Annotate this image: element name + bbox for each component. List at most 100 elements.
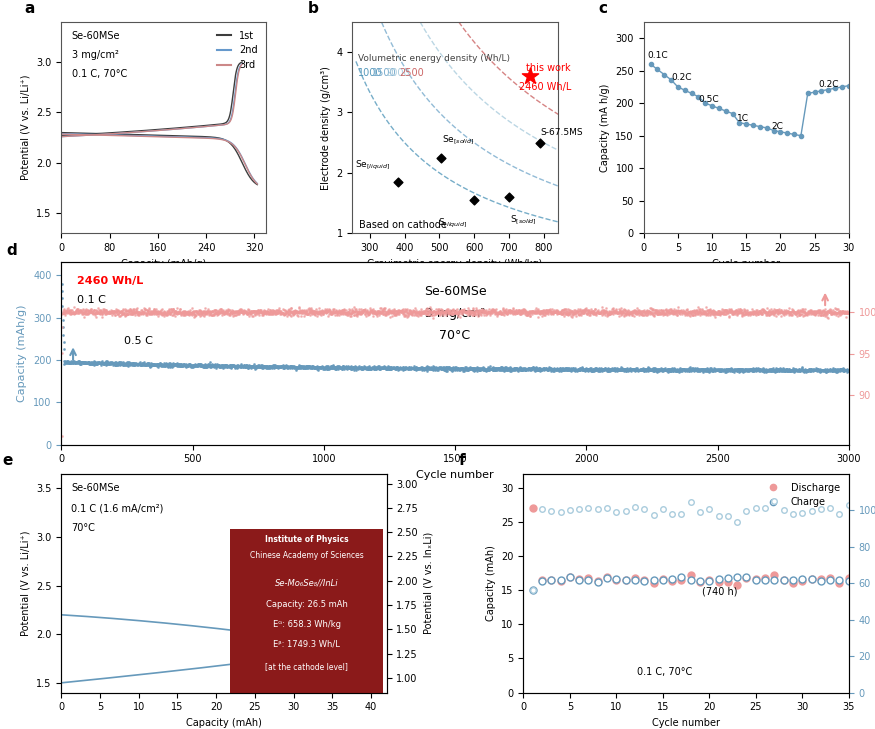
Charge — [648, 576, 659, 585]
Discharge — [806, 575, 816, 584]
Text: (740 h): (740 h) — [703, 586, 738, 596]
Text: 0.1 C, 70°C: 0.1 C, 70°C — [637, 667, 692, 677]
Charge — [639, 577, 649, 585]
Text: 3 mg/cm²: 3 mg/cm² — [72, 50, 118, 60]
Charge — [806, 574, 816, 583]
Text: 0.2C: 0.2C — [671, 74, 691, 82]
Charge — [844, 577, 854, 585]
Charge — [685, 575, 696, 584]
Charge — [676, 573, 687, 582]
Y-axis label: Potential (V vs. InₓLi): Potential (V vs. InₓLi) — [424, 532, 434, 634]
Text: 3 mg/cm²: 3 mg/cm² — [425, 307, 485, 320]
Point — [434, 152, 448, 163]
Charge — [751, 576, 761, 585]
Charge — [779, 576, 789, 585]
Text: Se-60MSe: Se-60MSe — [72, 31, 120, 41]
Charge — [816, 576, 826, 585]
Text: 0.2C: 0.2C — [818, 80, 838, 89]
Point — [467, 194, 481, 206]
Discharge — [695, 577, 705, 586]
Y-axis label: Potential (V vs. Li/Li⁺): Potential (V vs. Li/Li⁺) — [20, 75, 31, 180]
Text: 1000: 1000 — [358, 69, 382, 78]
Discharge — [583, 574, 593, 582]
Discharge — [546, 576, 556, 585]
Charge — [760, 575, 770, 584]
Y-axis label: Capacity (mAh/g): Capacity (mAh/g) — [18, 305, 27, 402]
Text: Based on cathode: Based on cathode — [360, 220, 447, 230]
Y-axis label: Potential (V vs. Li/Li⁺): Potential (V vs. Li/Li⁺) — [20, 531, 31, 636]
Text: Se$_{[solid]}$: Se$_{[solid]}$ — [442, 134, 474, 147]
Discharge — [741, 573, 752, 582]
Charge — [574, 576, 584, 585]
Text: e: e — [3, 453, 13, 468]
Discharge — [564, 573, 575, 582]
Text: 2460 Wh/L: 2460 Wh/L — [77, 276, 144, 286]
Charge — [723, 574, 733, 582]
Discharge — [797, 577, 808, 585]
Discharge — [779, 576, 789, 585]
Charge — [528, 585, 538, 594]
Discharge — [630, 574, 640, 582]
Charge — [825, 575, 836, 584]
Charge — [695, 577, 705, 585]
Discharge — [602, 573, 612, 582]
Text: 2460 Wh/L: 2460 Wh/L — [519, 82, 571, 92]
Discharge — [788, 578, 798, 587]
Discharge — [556, 577, 566, 585]
Legend: 1st, 2nd, 3rd: 1st, 2nd, 3rd — [213, 27, 262, 74]
Text: S-67.5MS: S-67.5MS — [541, 128, 584, 138]
Charge — [602, 574, 612, 583]
Discharge — [620, 576, 631, 585]
Charge — [704, 577, 715, 585]
Charge — [556, 576, 566, 585]
Discharge — [528, 504, 538, 512]
Text: 0.1 C: 0.1 C — [77, 295, 106, 305]
Discharge — [713, 578, 724, 587]
Discharge — [769, 570, 780, 579]
Discharge — [825, 574, 836, 582]
Y-axis label: Capacity (mAh): Capacity (mAh) — [486, 545, 495, 621]
Text: 70°C: 70°C — [439, 329, 471, 342]
Discharge — [704, 576, 715, 585]
Discharge — [760, 574, 770, 582]
Discharge — [732, 580, 742, 589]
Discharge — [611, 576, 621, 585]
Discharge — [723, 577, 733, 586]
Text: f: f — [458, 453, 465, 468]
Y-axis label: Electrode density (g/cm³): Electrode density (g/cm³) — [321, 66, 331, 190]
Text: c: c — [598, 1, 607, 17]
Text: 0.5C: 0.5C — [698, 95, 719, 104]
X-axis label: Cycle number: Cycle number — [652, 718, 720, 728]
Text: 1500: 1500 — [372, 69, 396, 78]
Point — [522, 71, 536, 82]
Charge — [536, 577, 547, 585]
Line: Charge: Charge — [529, 574, 852, 593]
Text: S$_{[solid]}$: S$_{[solid]}$ — [509, 214, 536, 227]
Text: Se$_{[liquid]}$: Se$_{[liquid]}$ — [355, 159, 390, 172]
Text: 70°C: 70°C — [71, 523, 94, 533]
Charge — [741, 573, 752, 582]
Charge — [797, 575, 808, 584]
Discharge — [592, 577, 603, 585]
Text: a: a — [24, 1, 35, 17]
X-axis label: Capacity (mAh): Capacity (mAh) — [186, 718, 262, 728]
Discharge — [685, 571, 696, 580]
X-axis label: Gravimetric energy density (Wh/kg): Gravimetric energy density (Wh/kg) — [368, 259, 542, 268]
Charge — [620, 575, 631, 584]
Text: Volumetric energy density (Wh/L): Volumetric energy density (Wh/L) — [358, 54, 509, 63]
Charge — [732, 573, 742, 582]
Charge — [788, 576, 798, 585]
X-axis label: Capacity (mAh/g): Capacity (mAh/g) — [121, 259, 206, 268]
Discharge — [751, 574, 761, 583]
Charge — [583, 575, 593, 584]
Discharge — [639, 576, 649, 585]
Charge — [769, 576, 780, 585]
Discharge — [676, 575, 687, 584]
Discharge — [667, 577, 677, 585]
X-axis label: Cycle number: Cycle number — [416, 470, 494, 480]
X-axis label: Cycle number: Cycle number — [712, 259, 780, 268]
Text: Se-60MSe: Se-60MSe — [424, 285, 487, 298]
Text: Se-60MSe: Se-60MSe — [71, 483, 120, 494]
Text: 0.1C: 0.1C — [647, 50, 668, 60]
Charge — [630, 576, 640, 585]
